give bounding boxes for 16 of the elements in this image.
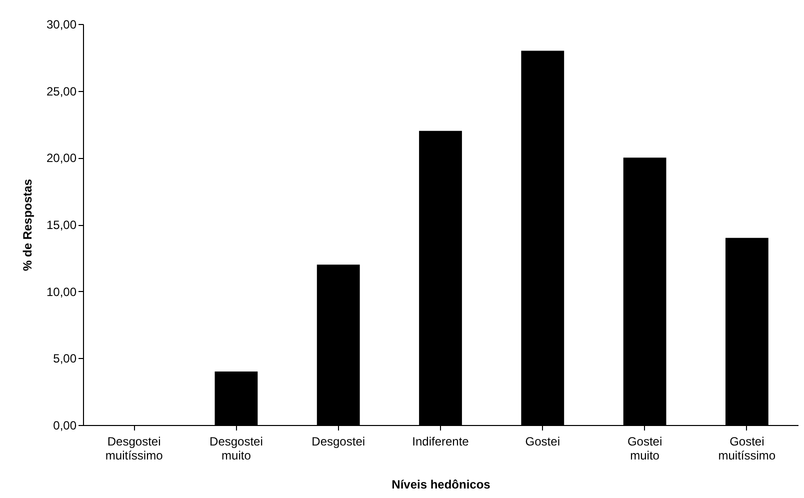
x-tick-label: Desgostei muitíssimo bbox=[105, 434, 164, 462]
x-tick-label: Gostei muito bbox=[627, 434, 662, 462]
y-tick-label: 5,00 bbox=[53, 352, 77, 366]
x-tick-label: Indiferente bbox=[412, 434, 470, 448]
y-tick-label: 25,00 bbox=[46, 84, 77, 98]
y-tick-label: 15,00 bbox=[46, 218, 77, 232]
y-tick-label: 20,00 bbox=[46, 151, 77, 166]
y-axis-title: % de Respostas bbox=[20, 178, 34, 272]
x-tick-label: Desgostei bbox=[312, 434, 366, 448]
y-tick-label: 0,00 bbox=[53, 418, 77, 432]
x-tick-label: Gostei bbox=[525, 434, 560, 448]
y-tick-label: 10,00 bbox=[46, 284, 77, 299]
y-tick-label: 30,00 bbox=[46, 18, 77, 32]
x-axis-title: Níveis hedônicos bbox=[392, 478, 491, 492]
x-tick-label: Desgostei muito bbox=[210, 434, 263, 462]
x-tick-label: Gostei muitíssimo bbox=[718, 434, 776, 462]
